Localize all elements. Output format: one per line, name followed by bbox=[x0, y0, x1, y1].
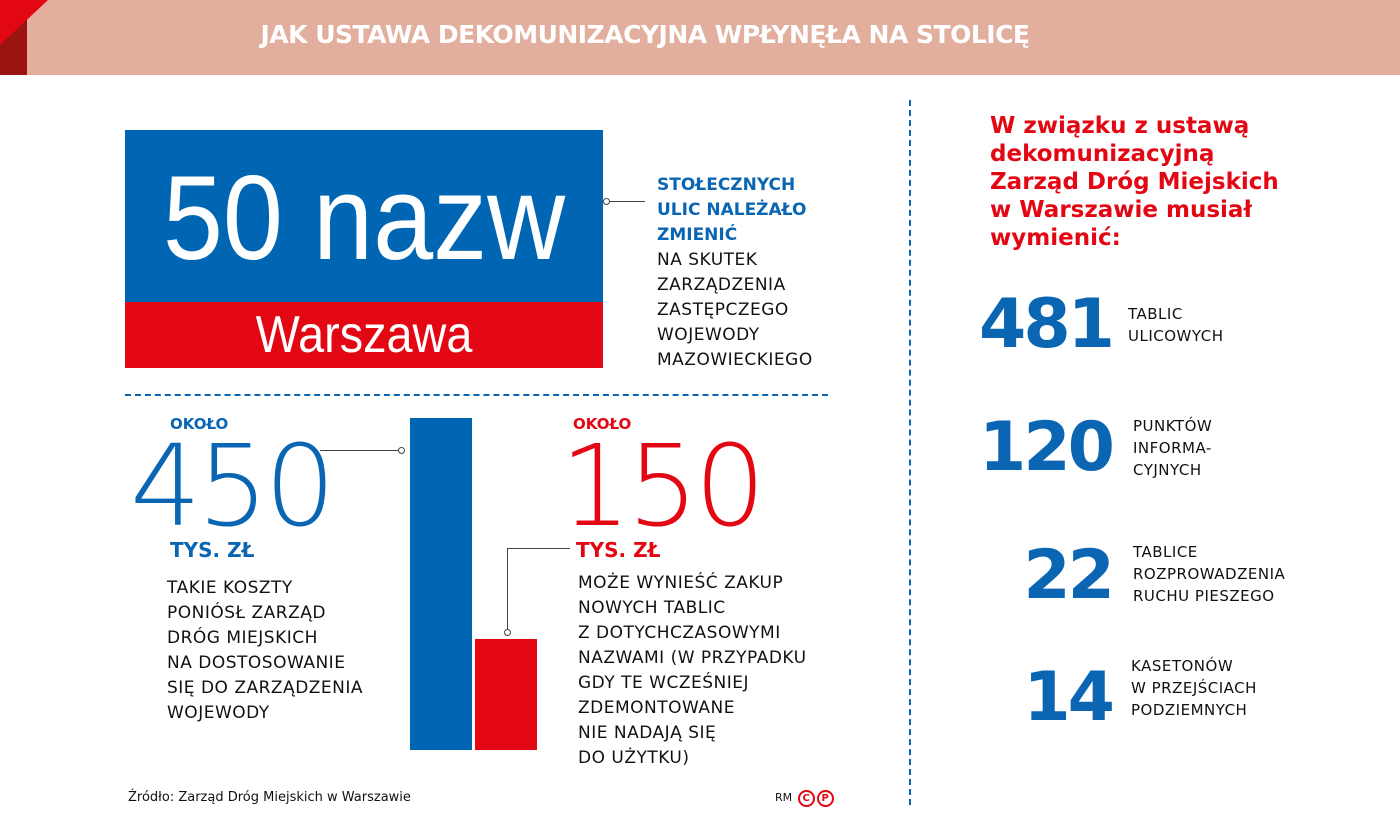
sidebar-heading: W związku z ustawą dekomunizacyjną Zarzą… bbox=[990, 112, 1310, 252]
desc-line: SIĘ DO ZARZĄDZENIA bbox=[167, 678, 364, 698]
stat-value: 481 bbox=[979, 285, 1115, 364]
source-note: Źródło: Zarząd Dróg Miejskich w Warszawi… bbox=[128, 790, 411, 805]
label-line: ROZPROWADZENIA bbox=[1133, 565, 1286, 583]
street-sign-blue bbox=[125, 130, 603, 302]
header-corner-triangle bbox=[0, 0, 48, 45]
left-prefix: OKOŁO bbox=[170, 415, 229, 433]
desc-line: TAKIE KOSZTY bbox=[167, 578, 293, 598]
caption-highlight-line: STOŁECZNYCH bbox=[657, 175, 796, 195]
label-line: KASETONÓW bbox=[1131, 657, 1234, 675]
right-description: MOŻE WYNIEŚĆ ZAKUP NOWYCH TABLIC Z DOTYC… bbox=[578, 571, 807, 771]
desc-line: NIE NADAJĄ SIĘ bbox=[578, 723, 717, 743]
label-line: TABLIC bbox=[1128, 305, 1183, 323]
callout-line bbox=[607, 201, 645, 202]
stat-label: KASETONÓW W PRZEJŚCIACH PODZIEMNYCH bbox=[1131, 655, 1257, 721]
desc-line: DRÓG MIEJSKICH bbox=[167, 628, 318, 648]
desc-line: DO UŻYTKU) bbox=[578, 748, 690, 768]
street-sign-red bbox=[125, 302, 603, 368]
horizontal-divider bbox=[125, 394, 828, 396]
right-leader-dot bbox=[504, 629, 511, 636]
heading-line: W związku z ustawą bbox=[990, 113, 1250, 139]
left-leader-dot bbox=[398, 447, 405, 454]
desc-line: Z DOTYCHCZASOWYMI bbox=[578, 623, 781, 643]
label-line: ULICOWYCH bbox=[1128, 327, 1224, 345]
desc-line: GDY TE WCZEŚNIEJ bbox=[578, 673, 749, 693]
stat-value: 22 bbox=[1023, 536, 1115, 615]
caption-highlight-line: ZMIENIĆ bbox=[657, 225, 738, 245]
label-line: W PRZEJŚCIACH bbox=[1131, 679, 1257, 697]
heading-line: dekomunizacyjną bbox=[990, 141, 1215, 167]
desc-line: PONIÓSŁ ZARZĄD bbox=[167, 603, 326, 623]
left-value: 450 bbox=[130, 422, 336, 552]
label-line: PUNKTÓW bbox=[1133, 417, 1213, 435]
callout-dot bbox=[603, 198, 610, 205]
copyright-icon: C bbox=[797, 790, 815, 807]
right-value: 150 bbox=[560, 422, 766, 552]
header-banner bbox=[0, 0, 1400, 75]
desc-line: NA DOSTOSOWANIE bbox=[167, 653, 346, 673]
sign-city-text: Warszawa bbox=[255, 306, 473, 364]
caption-line: ZARZĄDZENIA bbox=[657, 275, 786, 295]
left-unit: TYS. ZŁ bbox=[170, 538, 255, 562]
label-line: TABLICE bbox=[1133, 543, 1198, 561]
p-logo-icon: P bbox=[816, 790, 834, 807]
right-prefix: OKOŁO bbox=[573, 415, 632, 433]
label-line: RUCHU PIESZEGO bbox=[1133, 587, 1275, 605]
heading-line: wymienić: bbox=[990, 225, 1121, 251]
caption-line: WOJEWODY bbox=[657, 325, 760, 345]
right-leader-line bbox=[507, 548, 570, 549]
desc-line: ZDEMONTOWANE bbox=[578, 698, 735, 718]
label-line: CYJNYCH bbox=[1133, 461, 1202, 479]
desc-line: NAZWAMI (W PRZYPADKU bbox=[578, 648, 807, 668]
stat-value: 120 bbox=[979, 408, 1115, 487]
sign-main-text: 50 nazw bbox=[162, 151, 566, 285]
right-unit: TYS. ZŁ bbox=[576, 538, 661, 562]
sign-caption: STOŁECZNYCH ULIC NALEŻAŁO ZMIENIĆ NA SKU… bbox=[657, 173, 813, 373]
desc-line: NOWYCH TABLIC bbox=[578, 598, 726, 618]
right-leader-line bbox=[507, 548, 508, 632]
left-description: TAKIE KOSZTY PONIÓSŁ ZARZĄD DRÓG MIEJSKI… bbox=[167, 576, 363, 726]
caption-line: MAZOWIECKIEGO bbox=[657, 350, 813, 370]
stat-label: TABLICE ROZPROWADZENIA RUCHU PIESZEGO bbox=[1133, 541, 1285, 607]
stat-label: TABLIC ULICOWYCH bbox=[1128, 303, 1223, 347]
caption-line: ZASTĘPCZEGO bbox=[657, 300, 789, 320]
heading-line: w Warszawie musiał bbox=[990, 197, 1252, 223]
caption-highlight-line: ULIC NALEŻAŁO bbox=[657, 200, 807, 220]
page-title: JAK USTAWA DEKOMUNIZACYJNA WPŁYNĘŁA NA S… bbox=[260, 20, 1030, 49]
desc-line: MOŻE WYNIEŚĆ ZAKUP bbox=[578, 573, 784, 593]
bar-150 bbox=[475, 639, 537, 750]
bar-450 bbox=[410, 418, 472, 750]
label-line: INFORMA- bbox=[1133, 439, 1212, 457]
heading-line: Zarząd Dróg Miejskich bbox=[990, 169, 1279, 195]
label-line: PODZIEMNYCH bbox=[1131, 701, 1248, 719]
left-leader-line bbox=[320, 450, 400, 451]
stat-label: PUNKTÓW INFORMA- CYJNYCH bbox=[1133, 415, 1212, 481]
vertical-divider bbox=[909, 100, 911, 805]
desc-line: WOJEWODY bbox=[167, 703, 270, 723]
logo-text: RM bbox=[775, 791, 793, 804]
stat-value: 14 bbox=[1023, 658, 1115, 737]
caption-line: NA SKUTEK bbox=[657, 250, 758, 270]
